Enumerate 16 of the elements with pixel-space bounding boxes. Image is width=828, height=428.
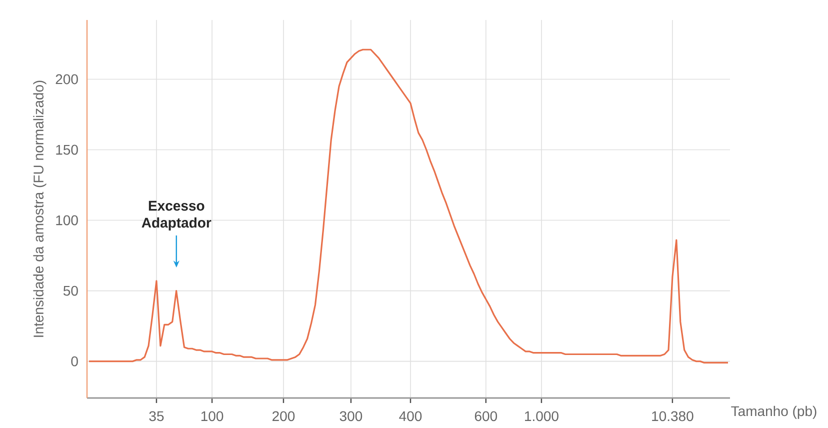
x-axis-title: Tamanho (pb) [731,406,816,419]
y-tick-label: 100 [56,215,78,226]
x-tick-label: 200 [272,411,295,422]
y-tick-label: 50 [63,286,78,296]
y-tick-label: 0 [71,356,78,366]
annotation: Excesso Adaptador [142,200,212,230]
x-tick-label: 1.000 [525,411,558,422]
y-tick-label: 200 [56,74,78,84]
x-tick-label: 300 [340,411,362,422]
x-tick-label: 600 [474,411,498,422]
x-tick-label: 35 [149,411,164,422]
x-tick-label: 100 [201,411,224,422]
x-tick-label: 10.380 [652,411,694,422]
x-tick-label: 400 [399,411,422,422]
y-tick-label: 150 [56,144,78,155]
y-axis-title: Intensidade da amostra (FU normalizado) [33,80,46,337]
